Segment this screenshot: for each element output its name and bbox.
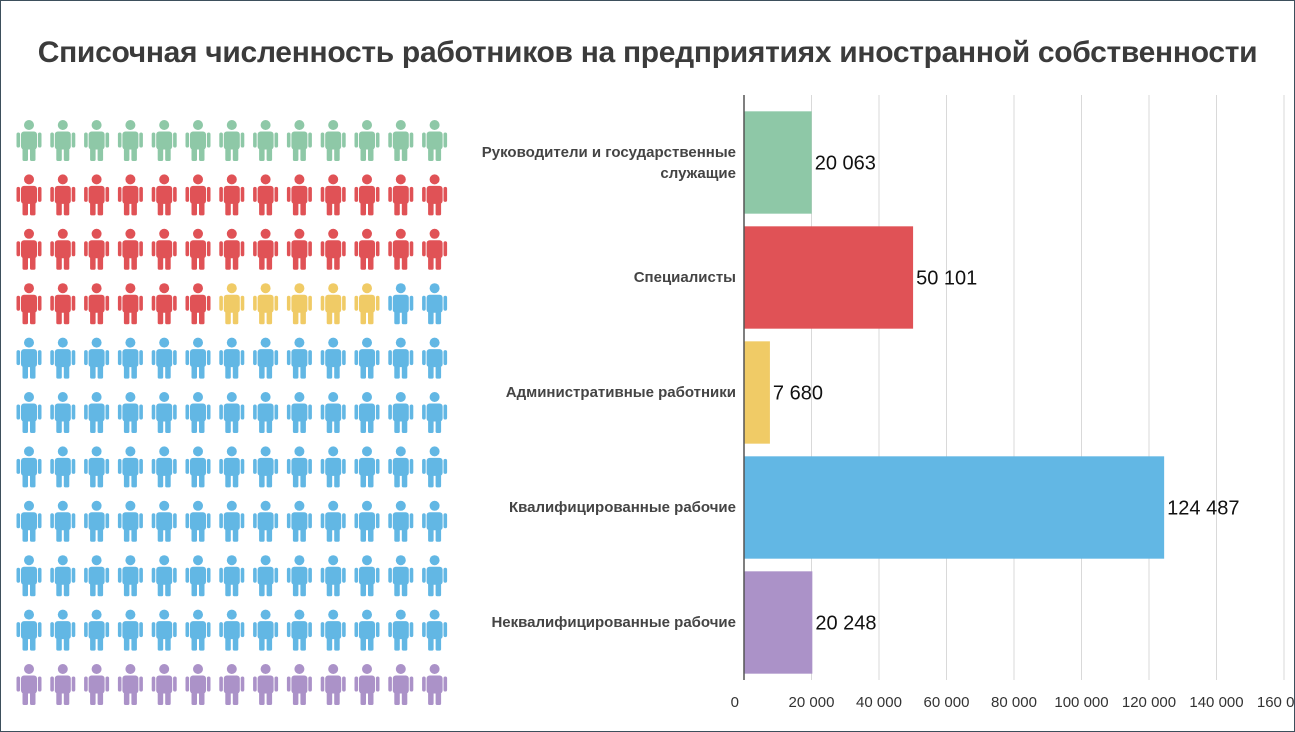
bar-specialists <box>744 226 914 329</box>
x-tick-label: 160 000 <box>1257 694 1295 711</box>
data-label: 50 101 <box>916 268 977 290</box>
data-label: 124 487 <box>1167 498 1239 520</box>
category-label: Специалисты <box>633 269 736 286</box>
x-tick-label: 60 000 <box>924 694 970 711</box>
x-tick-label: 0 <box>731 694 739 711</box>
category-label: Административные работники <box>505 384 736 401</box>
bar-unskilled <box>744 571 813 674</box>
data-label: 7 680 <box>773 383 823 405</box>
category-label: Руководители и государственные служащие <box>481 143 736 182</box>
data-label: 20 248 <box>815 613 876 635</box>
x-tick-label: 20 000 <box>789 694 835 711</box>
bar-admin <box>744 341 770 444</box>
bar-skilled <box>744 456 1165 559</box>
x-tick-label: 80 000 <box>991 694 1037 711</box>
x-tick-label: 40 000 <box>856 694 902 711</box>
category-label: Неквалифицированные рабочие <box>491 614 736 631</box>
x-tick-label: 100 000 <box>1054 694 1108 711</box>
data-label: 20 063 <box>815 153 876 175</box>
category-label: Квалифицированные рабочие <box>508 499 736 516</box>
chart-title: Списочная численность работников на пред… <box>37 36 1258 69</box>
x-tick-label: 140 000 <box>1189 694 1243 711</box>
x-tick-label: 120 000 <box>1122 694 1176 711</box>
bar-managers <box>744 111 812 214</box>
